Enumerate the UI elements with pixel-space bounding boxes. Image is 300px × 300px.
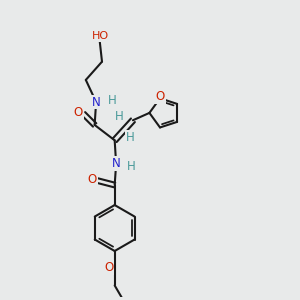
Text: O: O (155, 90, 165, 104)
Text: H: H (108, 94, 117, 107)
Text: N: N (112, 157, 121, 170)
Text: H: H (126, 131, 134, 144)
Text: O: O (74, 106, 83, 119)
Text: O: O (88, 172, 97, 186)
Text: O: O (104, 261, 113, 274)
Text: HO: HO (92, 31, 109, 41)
Text: N: N (92, 95, 100, 109)
Text: H: H (114, 110, 123, 123)
Text: H: H (127, 160, 136, 173)
